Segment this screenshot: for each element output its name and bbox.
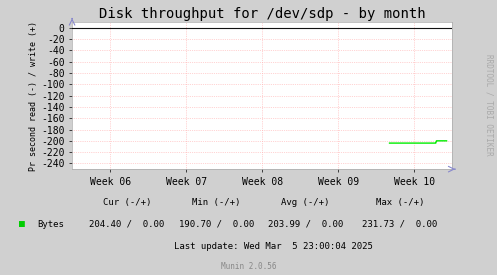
Text: Cur (-/+): Cur (-/+) xyxy=(102,198,151,207)
Text: Avg (-/+): Avg (-/+) xyxy=(281,198,330,207)
Text: Max (-/+): Max (-/+) xyxy=(376,198,424,207)
Text: 190.70 /  0.00: 190.70 / 0.00 xyxy=(178,220,254,229)
Text: Min (-/+): Min (-/+) xyxy=(192,198,241,207)
Text: RRDTOOL / TOBI OETIKER: RRDTOOL / TOBI OETIKER xyxy=(485,54,494,155)
Text: Munin 2.0.56: Munin 2.0.56 xyxy=(221,262,276,271)
Text: 231.73 /  0.00: 231.73 / 0.00 xyxy=(362,220,438,229)
Text: 204.40 /  0.00: 204.40 / 0.00 xyxy=(89,220,165,229)
Text: Bytes: Bytes xyxy=(37,220,64,229)
Text: 203.99 /  0.00: 203.99 / 0.00 xyxy=(268,220,343,229)
Text: ■: ■ xyxy=(19,219,25,229)
Title: Disk throughput for /dev/sdp - by month: Disk throughput for /dev/sdp - by month xyxy=(99,7,425,21)
Text: Last update: Wed Mar  5 23:00:04 2025: Last update: Wed Mar 5 23:00:04 2025 xyxy=(174,242,373,251)
Y-axis label: Pr second read (-) / write (+): Pr second read (-) / write (+) xyxy=(29,21,38,170)
